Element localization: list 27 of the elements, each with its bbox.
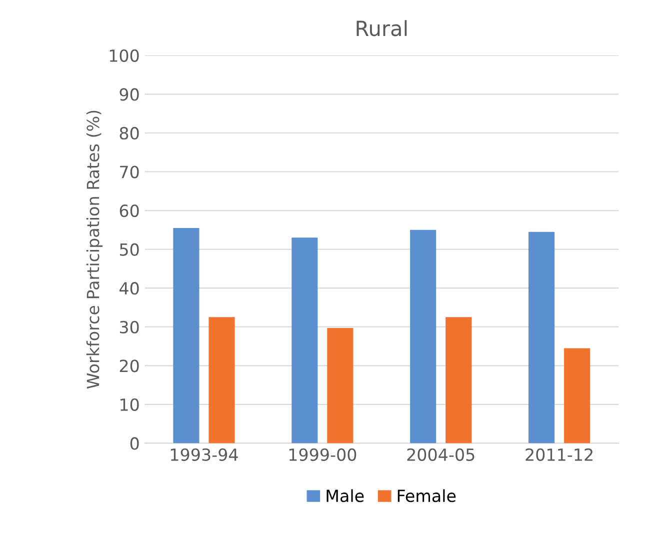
legend-label: Female — [398, 489, 456, 502]
y-tick-label: 100 — [110, 49, 139, 62]
x-tick-label: 2004-05 — [407, 448, 474, 461]
bar — [564, 348, 590, 444]
y-tick-label: 60 — [120, 204, 139, 218]
legend-label: Male — [326, 489, 364, 502]
bar — [528, 232, 555, 444]
bar — [208, 317, 235, 444]
y-tick-label: 90 — [120, 88, 139, 101]
bar — [292, 238, 318, 444]
bar — [327, 328, 354, 444]
bar — [173, 228, 200, 444]
y-tick-label: 50 — [120, 243, 139, 256]
chart-title: Rural — [356, 20, 407, 36]
y-tick-label: 30 — [120, 320, 139, 334]
y-tick-label: 70 — [120, 166, 139, 178]
x-tick-label: 1999-00 — [289, 448, 356, 461]
y-tick-label: 20 — [120, 360, 139, 372]
y-axis-title: Workforce Participation Rates (%) — [86, 110, 103, 389]
x-tick-label: 2011-12 — [526, 448, 592, 461]
bar — [410, 230, 436, 444]
bar — [446, 317, 472, 444]
x-tick-label: 1993-94 — [170, 448, 238, 461]
y-tick-label: 10 — [120, 398, 139, 411]
y-tick-label: 40 — [120, 282, 139, 295]
y-tick-label: 0 — [130, 437, 139, 450]
y-tick-label: 80 — [120, 126, 139, 140]
